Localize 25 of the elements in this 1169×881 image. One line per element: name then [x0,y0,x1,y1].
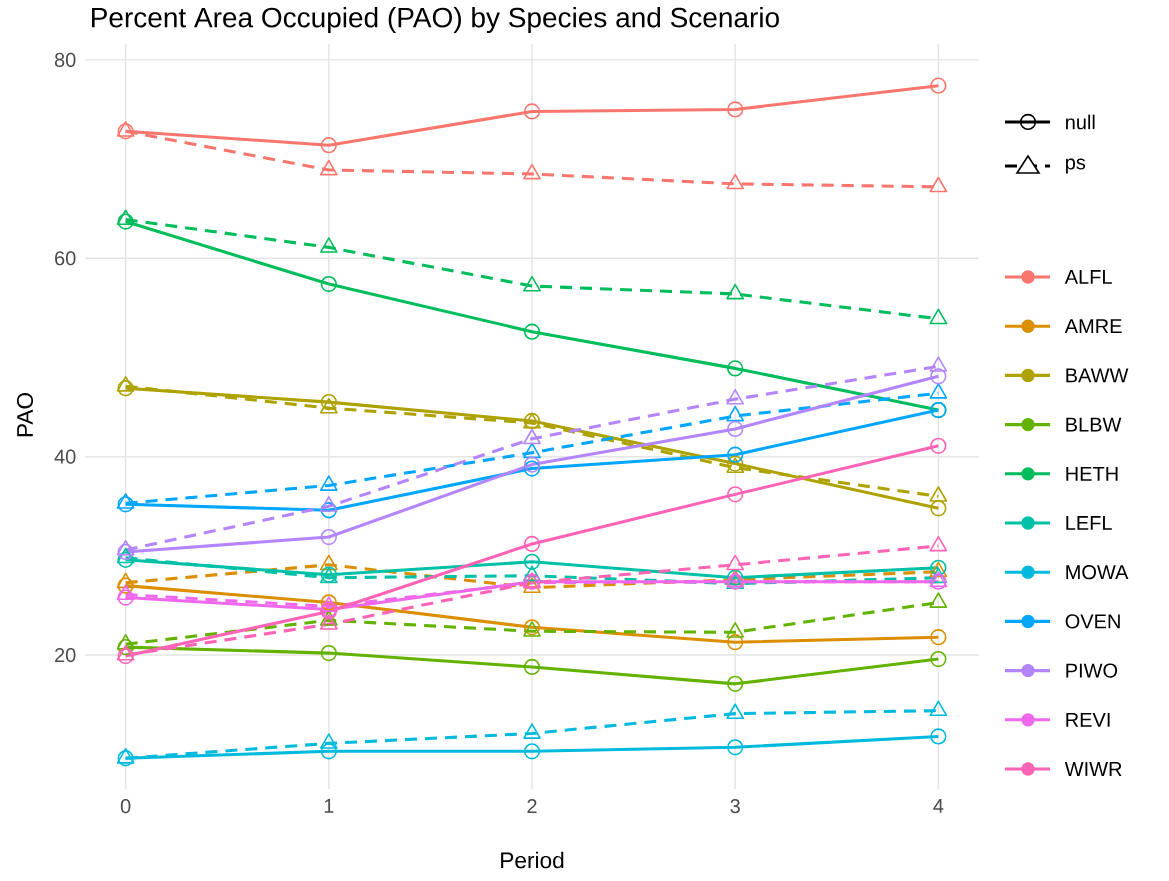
legend-label: REVI [1066,712,1110,727]
x-tick-label: 4 [933,799,944,813]
x-tick-label: 3 [730,799,740,814]
legend-label: BLBW [1066,417,1122,432]
chart-title: Percent Area Occupied (PAO) by Species and Scenario [92,6,779,34]
legend-label: BAWW [1066,368,1129,383]
legend-label: PIWO [1066,663,1118,678]
y-tick-label: 60 [55,251,76,266]
text: null [1066,114,1095,130]
legend-label: OVEN [1065,614,1120,629]
x-tick-label: 0 [120,799,131,814]
legend-label: ALFL [1064,270,1112,284]
legend-label: LEFL [1066,516,1112,530]
x-axis-title: Period [501,851,564,869]
legend-label: MOWA [1066,565,1129,580]
x-tick-label: 1 [324,799,334,813]
legend-label: AMRE [1064,319,1122,334]
x-tick-label: 2 [527,799,537,814]
legend-label: WIWR [1064,762,1122,776]
legend-label: HETH [1066,466,1118,481]
text: ps [1066,158,1086,174]
y-tick-label: 80 [54,52,76,67]
y-tick-label: 20 [55,647,76,663]
y-tick-label: 40 [54,449,76,464]
y-axis-title: PAO [16,392,34,437]
